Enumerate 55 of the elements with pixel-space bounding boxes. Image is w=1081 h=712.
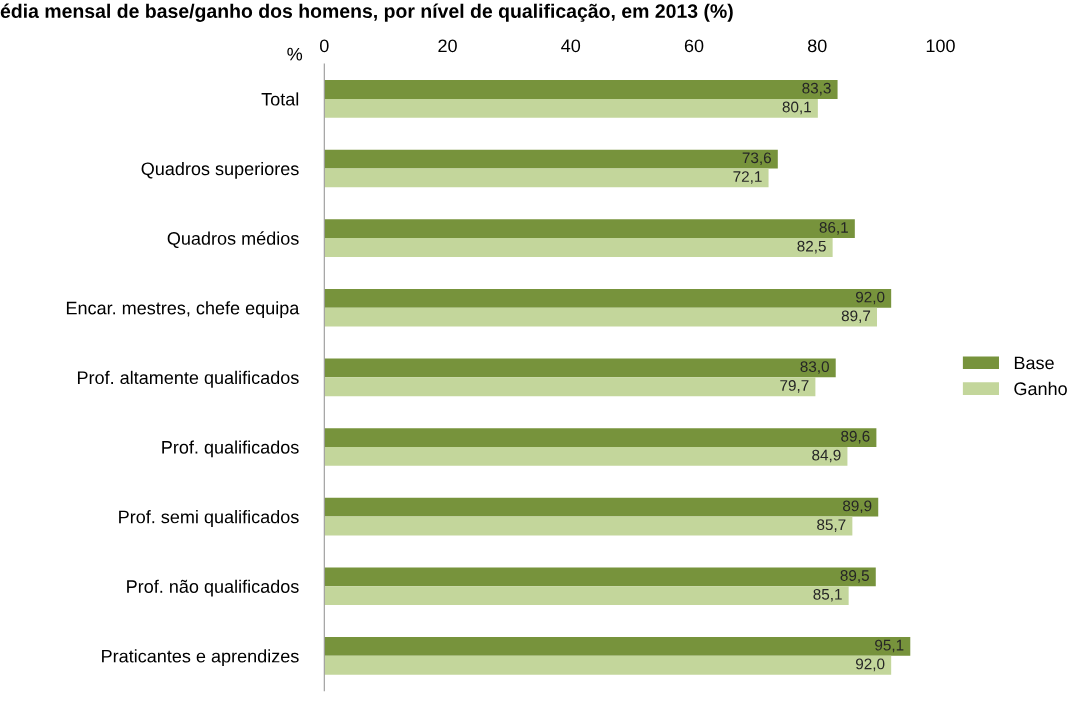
data-label: 84,9: [812, 449, 841, 463]
data-label: 89,6: [841, 430, 870, 444]
data-label: 92,0: [856, 658, 885, 672]
x-tick-label: 60: [684, 39, 704, 53]
data-label: 95,1: [875, 639, 904, 653]
bar: [324, 219, 855, 239]
y-tick-label: Prof. semi qualificados: [119, 510, 299, 527]
y-tick-label: Prof. altamente qualificados: [77, 370, 299, 388]
y-tick-label: Encar. mestres, chefe equipa: [66, 301, 300, 319]
y-tick-label: Praticantes e aprendizes: [102, 649, 299, 667]
bar: [324, 446, 848, 466]
data-label: 72,1: [733, 171, 762, 184]
x-tick-label: 80: [807, 39, 827, 53]
bar: [324, 98, 818, 118]
bar: [324, 586, 849, 606]
data-label: 80,1: [782, 101, 811, 115]
bar: [324, 149, 778, 169]
y-tick-label: Prof. não qualificados: [127, 579, 299, 597]
data-label: 85,7: [817, 519, 846, 532]
x-axis-title: %: [287, 47, 303, 61]
bar: [324, 428, 877, 447]
x-tick-label: 20: [438, 39, 457, 53]
bar: [324, 637, 911, 656]
y-tick-label: Quadros superiores: [141, 161, 299, 179]
bar: [324, 238, 833, 257]
x-tick-label: 40: [561, 39, 581, 53]
data-label: 73,6: [742, 152, 771, 166]
bar: [324, 655, 892, 675]
data-label: 92,0: [856, 291, 885, 305]
data-label: 89,7: [841, 310, 871, 324]
y-tick-label: Quadros médios: [167, 231, 299, 249]
data-label: 79,7: [780, 380, 809, 393]
data-label: 83,3: [802, 82, 831, 96]
data-label: 86,1: [819, 222, 848, 235]
bar: [324, 567, 876, 587]
bar: [324, 307, 877, 327]
data-label: 85,1: [813, 588, 842, 602]
x-tick-label: 0: [319, 39, 329, 53]
legend-label: Base: [1014, 356, 1054, 370]
bar: [324, 288, 892, 308]
data-label: 82,5: [797, 240, 826, 254]
bar: [324, 377, 816, 397]
bar: [324, 168, 769, 188]
chart-title: édia mensal de base/ganho dos homens, por nível de qualificação, em 2013 (%): [0, 3, 733, 22]
legend-label: Ganho: [1014, 381, 1067, 396]
bar: [324, 80, 838, 99]
y-tick-label: Total: [261, 92, 299, 106]
bar: [324, 358, 836, 378]
data-label: 89,5: [840, 570, 869, 583]
data-label: 89,9: [843, 500, 872, 514]
x-tick-label: 100: [926, 39, 955, 53]
bar: [324, 516, 853, 536]
data-label: 83,0: [800, 361, 829, 374]
y-tick-label: Prof. qualificados: [162, 440, 299, 458]
bar: [324, 497, 879, 517]
